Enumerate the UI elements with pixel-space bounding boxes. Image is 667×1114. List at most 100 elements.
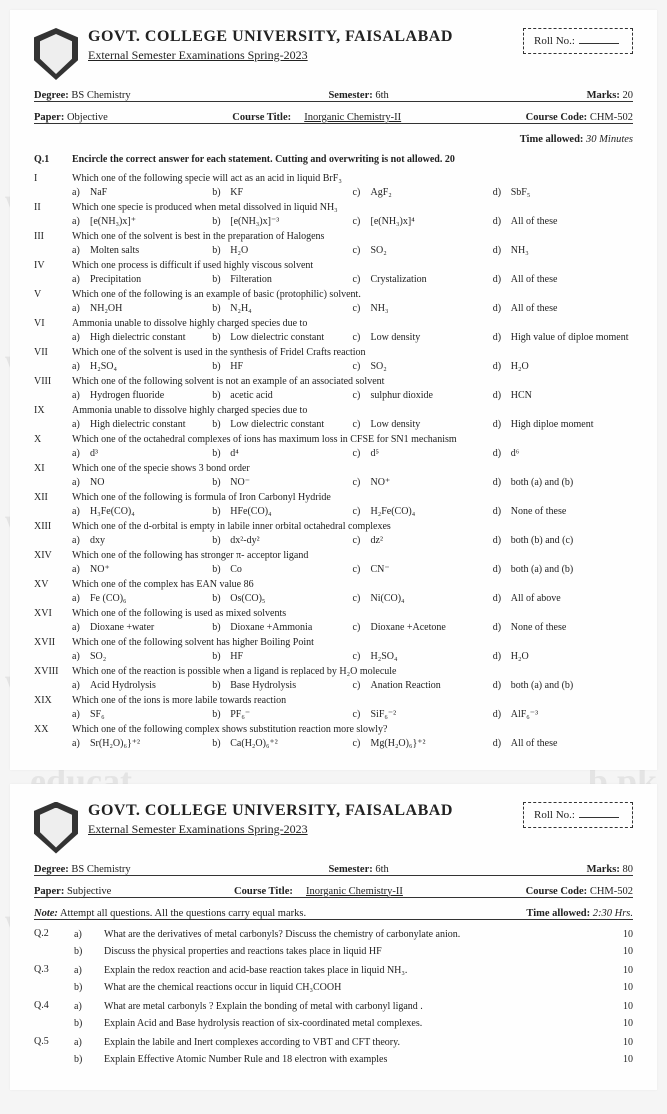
mcq-option: d)High value of diploe moment [493, 331, 633, 345]
mcq-option: b)N₂H₄ [212, 302, 352, 316]
mcq-option: d)both (a) and (b) [493, 679, 633, 693]
mcq-option: c)SO₂ [353, 244, 493, 258]
mcq-item: I Which one of the following specie will … [34, 172, 633, 186]
mcq-option: c)AgF₂ [353, 186, 493, 200]
mcq-text: Which one of the following specie will a… [72, 172, 633, 186]
mcq-option: a)High dielectric constant [72, 418, 212, 432]
mcq-num: I [34, 172, 66, 186]
part-text: Explain the labile and Inert complexes a… [104, 1036, 601, 1050]
mcq-text: Which one of the specie shows 3 bond ord… [72, 462, 633, 476]
mcq-text: Which one of the solvent is best in the … [72, 230, 633, 244]
part-text: What are the chemical reactions occur in… [104, 981, 601, 995]
meta-row-1: Degree: BS Chemistry Semester: 6th Marks… [34, 90, 633, 102]
university-logo-icon [34, 802, 78, 854]
meta-row-2: Paper: Objective Course Title: Inorganic… [34, 112, 633, 124]
mcq-option: b)PF₆⁻ [212, 708, 352, 722]
mcq-option: d)All of these [493, 215, 633, 229]
mcq-num: IV [34, 259, 66, 273]
subjective-question: Q.3a)Explain the redox reaction and acid… [34, 964, 633, 998]
rollno-box: Roll No.: [523, 802, 633, 828]
mcq-item: XIIIWhich one of the d-orbital is empty … [34, 520, 633, 534]
question-part: a) Explain the labile and Inert complexes… [74, 1036, 633, 1050]
mcq-num: VI [34, 317, 66, 331]
mcq-text: Which one of the following complex shows… [72, 723, 633, 737]
exam-title: External Semester Examinations Spring-20… [88, 48, 513, 63]
mcq-option: d)both (b) and (c) [493, 534, 633, 548]
mcq-item: XIWhich one of the specie shows 3 bond o… [34, 462, 633, 476]
header: GOVT. COLLEGE UNIVERSITY, FAISALABAD Ext… [34, 28, 633, 80]
mcq-text: Which one of the following is used as mi… [72, 607, 633, 621]
mcq-option: d)High diploe moment [493, 418, 633, 432]
part-marks: 10 [609, 1053, 633, 1067]
mcq-option: a)Sr(H₂O)₆}⁺² [72, 737, 212, 751]
mcq-text: Which one of the reaction is possible wh… [72, 665, 633, 679]
question-part: a)What are metal carbonyls ? Explain the… [74, 1000, 633, 1014]
question-num: Q.4 [34, 1000, 64, 1034]
part-marks: 10 [609, 928, 633, 942]
mcq-num: VIII [34, 375, 66, 389]
mcq-option: c)dz² [353, 534, 493, 548]
mcq-option: b)H₂O [212, 244, 352, 258]
mcq-option: a)NaF [72, 186, 212, 200]
mcq-item: XVIWhich one of the following is used as… [34, 607, 633, 621]
subjective-question: Q.2a)What are the derivatives of metal c… [34, 928, 633, 962]
part-label: a) [74, 964, 96, 978]
meta-row-1: Degree: BS Chemistry Semester: 6th Marks… [34, 864, 633, 876]
question-part: a)What are the derivatives of metal carb… [74, 928, 633, 942]
mcq-option: a)H₂SO₄ [72, 360, 212, 374]
mcq-option: b)dx²-dy² [212, 534, 352, 548]
mcq-option: c)Crystalization [353, 273, 493, 287]
part-label: a) [74, 1036, 96, 1050]
mcq-option: b)KF [212, 186, 352, 200]
part-marks: 10 [609, 945, 633, 959]
mcq-option: a)NO⁺ [72, 563, 212, 577]
mcq-text: Ammonia unable to dissolve highly charge… [72, 404, 633, 418]
part-label: a) [74, 1000, 96, 1014]
mcq-option: c)Ni(CO)₄ [353, 592, 493, 606]
mcq-option: b)Ca(H₂O)₆⁺² [212, 737, 352, 751]
subjective-question: Q.4 a)What are metal carbonyls ? Explain … [34, 1000, 633, 1034]
mcq-item: IIIWhich one of the solvent is best in t… [34, 230, 633, 244]
mcq-option: d)SbF₅ [493, 186, 633, 200]
mcq-text: Which one of the following is formula of… [72, 491, 633, 505]
mcq-item: VIAmmonia unable to dissolve highly char… [34, 317, 633, 331]
mcq-option: a)Molten salts [72, 244, 212, 258]
mcq-option: c)Anation Reaction [353, 679, 493, 693]
mcq-option: b)Dioxane +Ammonia [212, 621, 352, 635]
rollno-label: Roll No.: [534, 809, 575, 821]
mcq-option: d)All of above [493, 592, 633, 606]
mcq-item: XVIII Which one of the reaction is possib… [34, 665, 633, 679]
mcq-option: b)Os(CO)₅ [212, 592, 352, 606]
mcq-option: d)All of these [493, 737, 633, 751]
mcq-option: c)[e(NH₃)x]⁴ [353, 215, 493, 229]
mcq-text: Which one specie is produced when metal … [72, 201, 633, 215]
mcq-item: IX Ammonia unable to dissolve highly char… [34, 404, 633, 418]
mcq-option: d)both (a) and (b) [493, 476, 633, 490]
mcq-option: c)Low density [353, 418, 493, 432]
mcq-item: VWhich one of the following is an exampl… [34, 288, 633, 302]
mcq-item: XVIIWhich one of the following solvent h… [34, 636, 633, 650]
part-marks: 10 [609, 964, 633, 978]
mcq-item: XVWhich one of the complex has EAN value… [34, 578, 633, 592]
mcq-option: a)Precipitation [72, 273, 212, 287]
part-label: a) [74, 928, 96, 942]
mcq-option: c)CN⁻ [353, 563, 493, 577]
mcq-num: IX [34, 404, 66, 418]
mcq-item: XWhich one of the octahedral complexes o… [34, 433, 633, 447]
meta-row-3: Note: Attempt all questions. All the que… [34, 908, 633, 920]
mcq-option: d)H₂O [493, 360, 633, 374]
mcq-item: XIXWhich one of the ions is more labile … [34, 694, 633, 708]
mcq-num: X [34, 433, 66, 447]
mcq-num: XVIII [34, 665, 66, 679]
mcq-item: XXWhich one of the following complex sho… [34, 723, 633, 737]
rollno-box: Roll No.: [523, 28, 633, 54]
q1-heading: Encircle the correct answer for each sta… [72, 153, 633, 167]
mcq-option: b)Filteration [212, 273, 352, 287]
question-part: b)Discuss the physical properties and re… [74, 945, 633, 959]
mcq-num: XII [34, 491, 66, 505]
q1-block: Q.1 Encircle the correct answer for each… [34, 153, 633, 751]
mcq-item: IVWhich one process is difficult if used… [34, 259, 633, 273]
part-label: b) [74, 981, 96, 995]
mcq-num: V [34, 288, 66, 302]
part-text: Discuss the physical properties and reac… [104, 945, 601, 959]
